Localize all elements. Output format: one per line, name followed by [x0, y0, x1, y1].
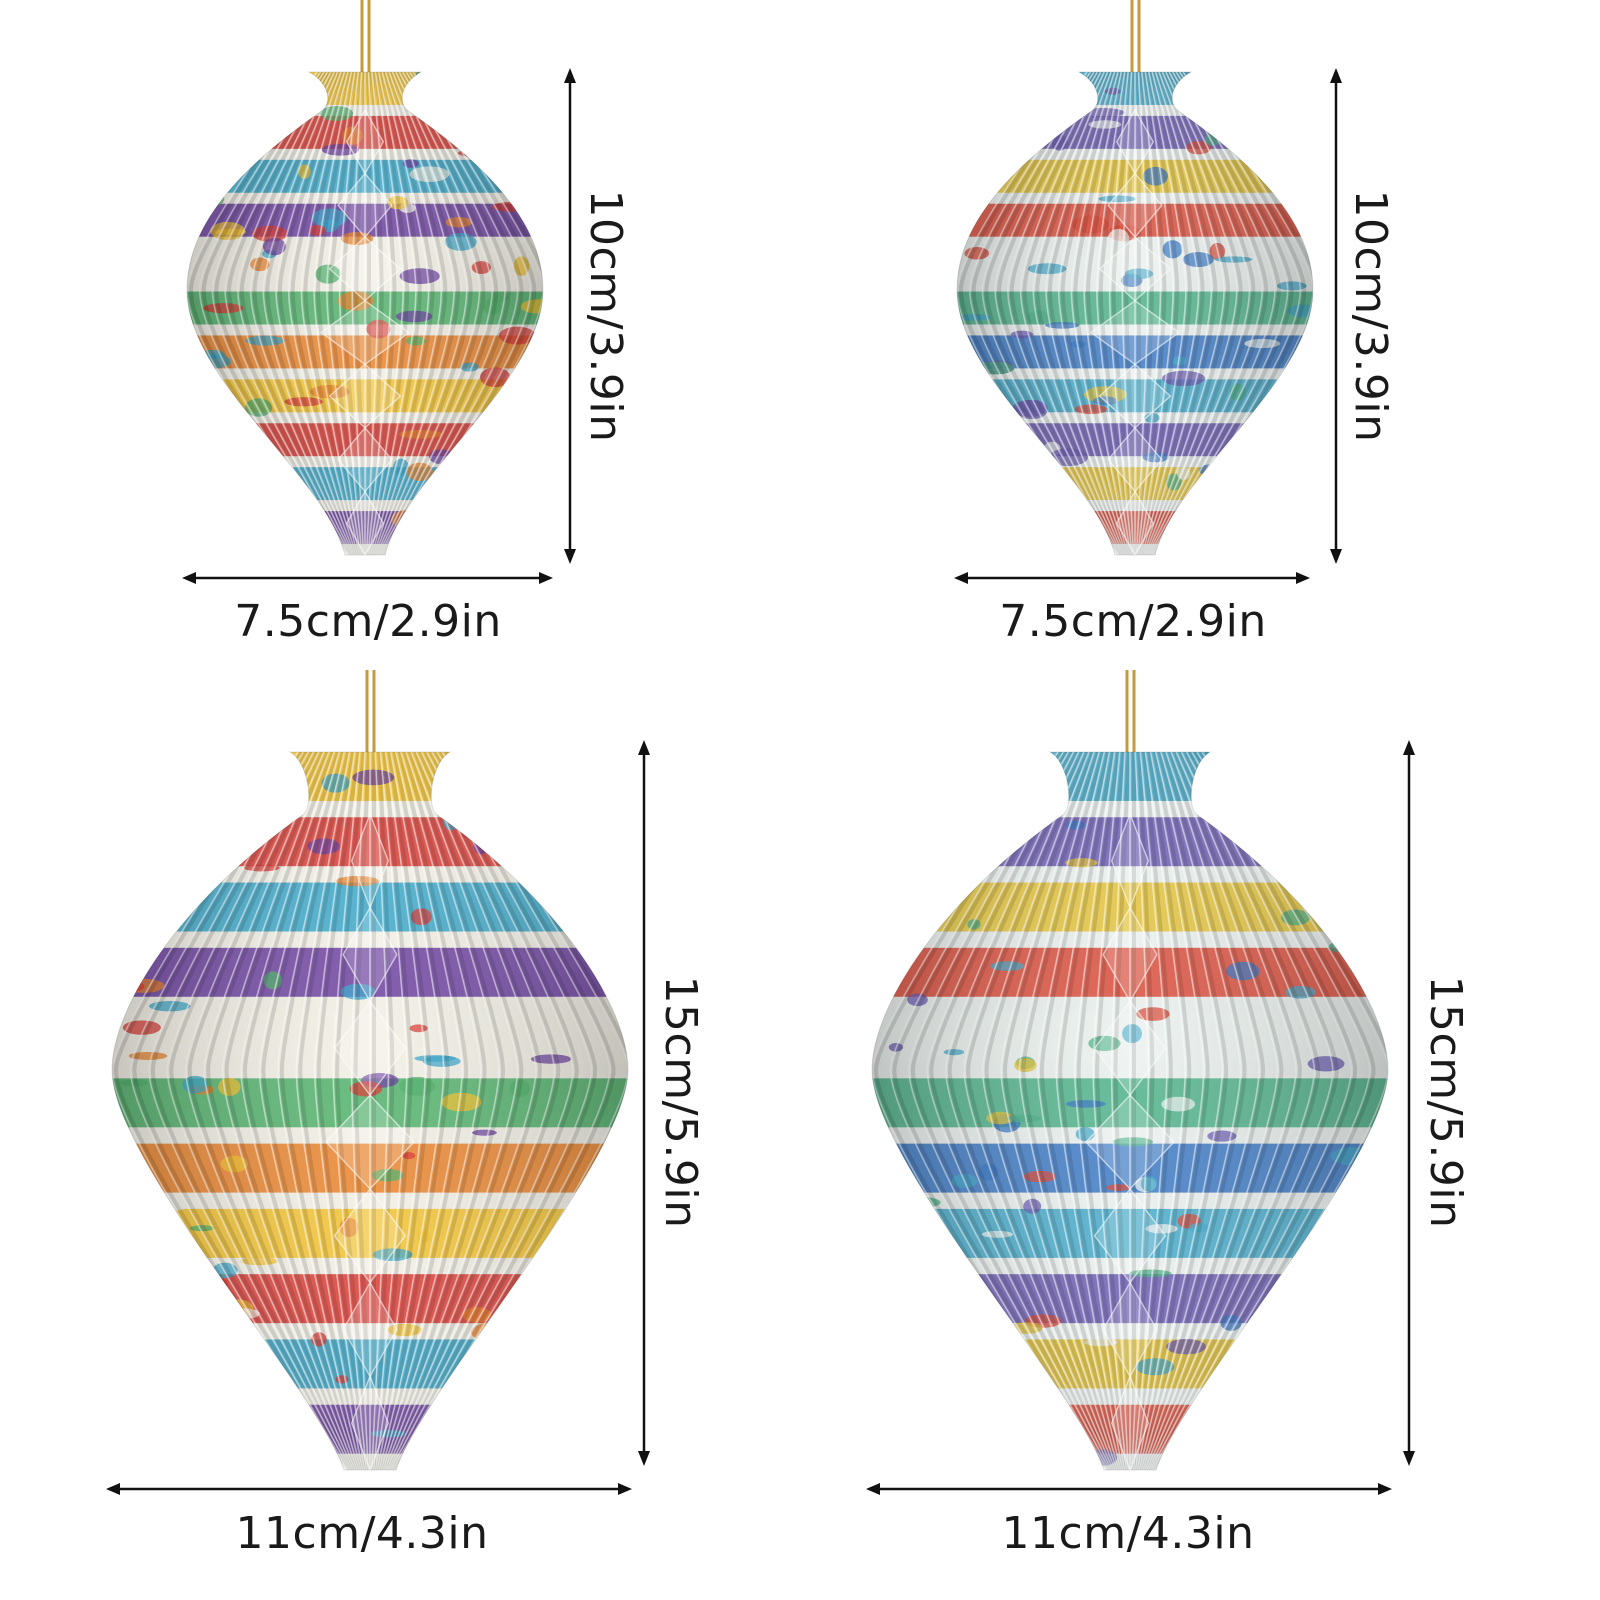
tie-dye-pattern [872, 752, 1388, 1470]
tie-dye-pattern [112, 752, 628, 1470]
height-label-3: 15cm/5.9in [655, 975, 706, 1229]
ornament-panel-2: 7.5cm/2.9in 10cm/3.9in [800, 0, 1600, 660]
hanging-string [365, 670, 376, 758]
height-arrow-4 [1403, 740, 1415, 1466]
honeycomb-ornament-3 [111, 670, 629, 1471]
ornament-panel-4: 11cm/4.3in 15cm/5.9in [800, 660, 1600, 1600]
ornament-panel-1: 7.5cm/2.9in 10cm/3.9in [0, 0, 800, 660]
tie-dye-pattern [957, 72, 1313, 555]
width-arrow-3 [106, 1483, 632, 1495]
height-arrow-3 [638, 740, 650, 1466]
width-label-4: 11cm/4.3in [1001, 1508, 1255, 1559]
hanging-string [1125, 670, 1136, 758]
height-arrow-2 [1330, 68, 1342, 564]
height-arrow-1 [564, 68, 576, 564]
width-arrow-4 [866, 1483, 1392, 1495]
ornament-panel-3: 11cm/4.3in 15cm/5.9in [0, 660, 800, 1600]
hanging-string [360, 0, 371, 78]
width-label-2: 7.5cm/2.9in [999, 596, 1267, 647]
width-arrow-2 [954, 572, 1310, 584]
height-label-2: 10cm/3.9in [1345, 189, 1396, 443]
width-label-3: 11cm/4.3in [235, 1508, 489, 1559]
height-label-4: 15cm/5.9in [1420, 975, 1471, 1229]
width-arrow-1 [182, 572, 553, 584]
width-label-1: 7.5cm/2.9in [234, 596, 502, 647]
honeycomb-ornament-4 [871, 670, 1389, 1471]
hanging-string [1130, 0, 1141, 78]
tie-dye-pattern [187, 72, 543, 555]
height-label-1: 10cm/3.9in [580, 189, 631, 443]
honeycomb-ornament-1 [186, 0, 544, 556]
honeycomb-ornament-2 [956, 0, 1314, 556]
